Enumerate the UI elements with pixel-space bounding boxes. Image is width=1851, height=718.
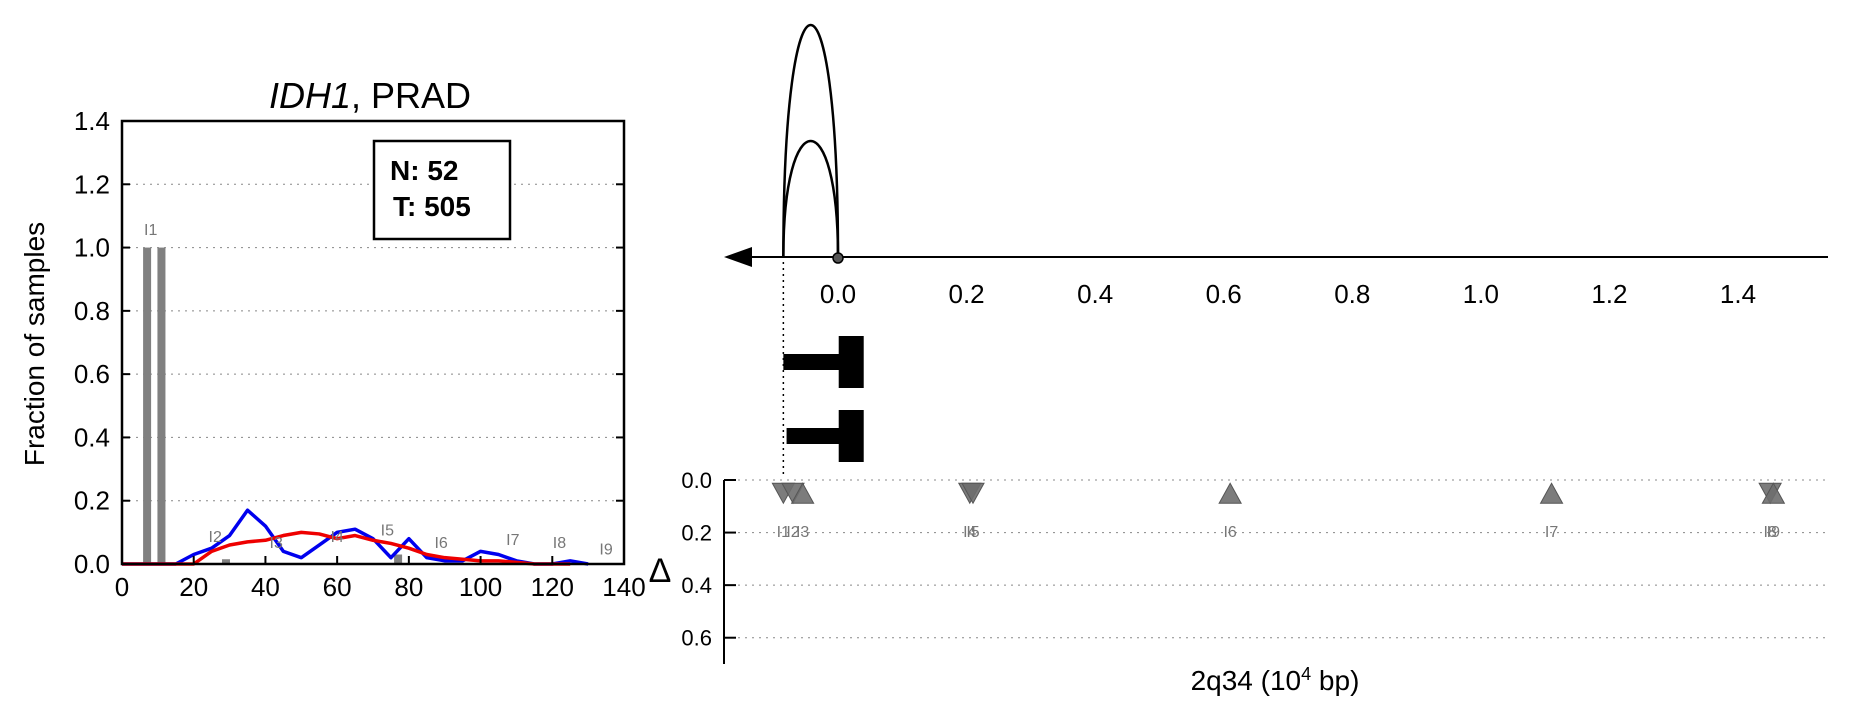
- right-xlabel: 2q34 (104 bp): [1191, 664, 1360, 696]
- left-y-ticks: 0.0 0.2 0.4 0.6 0.8 1.0 1.2 1.4: [74, 106, 624, 579]
- legend-t: T: 505: [393, 191, 471, 222]
- left-ytick-label: 0.4: [74, 422, 110, 452]
- left-intron-label: I2: [209, 529, 222, 546]
- left-chart-title: IDH1, PRAD: [269, 75, 471, 116]
- delta-ytick-label: 0.4: [681, 573, 712, 598]
- left-xtick-label: 100: [459, 572, 502, 602]
- intron-marker: [1761, 482, 1786, 504]
- left-bar: [143, 247, 152, 565]
- intron-marker-label: I9: [1767, 524, 1780, 541]
- left-intron-label: I5: [381, 523, 394, 540]
- left-intron-label: I4: [330, 529, 343, 546]
- origin-dot: [832, 252, 844, 264]
- genomic-xtick-label: 1.0: [1463, 279, 1499, 309]
- delta-ytick-label: 0.6: [681, 626, 712, 651]
- intron-marker-label: I1: [777, 524, 790, 541]
- left-intron-label: I3: [270, 535, 283, 552]
- delta-ytick-label: 0.0: [681, 468, 712, 493]
- left-xtick-label: 80: [394, 572, 423, 602]
- left-bar: [157, 247, 166, 565]
- transcripts: [783, 336, 864, 462]
- left-ytick-label: 1.2: [74, 169, 110, 199]
- genomic-xtick-label: 1.2: [1591, 279, 1627, 309]
- delta-ytick-label: 0.2: [681, 521, 712, 546]
- splice-arc: [782, 139, 840, 258]
- transcript-exon: [838, 336, 864, 388]
- left-ytick-label: 0.6: [74, 359, 110, 389]
- intron-marker-label: I6: [1223, 524, 1236, 541]
- left-intron-label: I1: [144, 222, 157, 239]
- left-ytick-label: 0.2: [74, 486, 110, 516]
- left-xtick-label: 40: [251, 572, 280, 602]
- left-lines: [122, 508, 589, 566]
- left-xtick-label: 0: [115, 572, 129, 602]
- transcript-body: [783, 354, 840, 370]
- xlabel-unit: bp): [1311, 665, 1359, 696]
- left-bar: [221, 559, 230, 564]
- left-series-line: [122, 508, 589, 566]
- delta-ylabel: Δ: [649, 552, 672, 590]
- title-rest: , PRAD: [351, 75, 471, 116]
- genomic-xtick-label: 1.4: [1720, 279, 1756, 309]
- genomic-axis: 0.0 0.2 0.4 0.6 0.8 1.0 1.2 1.4: [724, 247, 1828, 309]
- splice-arc: [782, 23, 840, 258]
- intron-marker-label: I2: [786, 524, 799, 541]
- left-xtick-label: 20: [179, 572, 208, 602]
- left-ylabel: Fraction of samples: [19, 222, 50, 466]
- genomic-xtick-label: 0.6: [1206, 279, 1242, 309]
- left-ytick-label: 0.8: [74, 296, 110, 326]
- transcript-body: [786, 428, 840, 444]
- intron-marker-label: I7: [1545, 524, 1558, 541]
- genomic-xtick-label: 0.2: [948, 279, 984, 309]
- transcript-exon: [838, 410, 864, 462]
- left-plot-frame: [120, 119, 626, 566]
- left-x-ticks: 0 20 40 60 80 100 120 140: [115, 556, 646, 602]
- left-intron-label: I6: [434, 535, 447, 552]
- intron-marker-label: I4: [963, 524, 976, 541]
- title-gene: IDH1: [269, 75, 351, 116]
- legend-box: N: 52 T: 505: [372, 139, 512, 241]
- genomic-xtick-label: 0.0: [820, 279, 856, 309]
- left-bars: [143, 247, 403, 565]
- genomic-x-ticks: 0.0 0.2 0.4 0.6 0.8 1.0 1.2 1.4: [820, 279, 1756, 309]
- intron-marker-label: I8: [1763, 524, 1776, 541]
- xlabel-region: 2q34 (10: [1191, 665, 1302, 696]
- left-xtick-label: 140: [602, 572, 645, 602]
- splice-arcs: [782, 23, 840, 258]
- delta-y-ticks: 0.0 0.2 0.4 0.6: [681, 468, 736, 651]
- left-ytick-label: 1.4: [74, 106, 110, 136]
- right-panel: 0.0 0.2 0.4 0.6 0.8 1.0 1.2 1.4 0.0 0.2 0.4 0.6 I1…: [649, 23, 1828, 696]
- legend-frame: [372, 139, 512, 241]
- left-series-line: [122, 530, 571, 566]
- xlabel-sup: 4: [1301, 664, 1311, 684]
- genomic-xtick-label: 0.4: [1077, 279, 1113, 309]
- delta-grid: [724, 479, 1828, 639]
- left-intron-labels: I1 I2 I3 I4 I5 I6 I7 I8 I9: [144, 222, 613, 559]
- strand-arrow: [724, 247, 752, 267]
- intron-marker: [961, 482, 985, 505]
- left-bar: [394, 554, 403, 564]
- left-xtick-label: 120: [531, 572, 574, 602]
- intron-marker-label: I3: [796, 524, 809, 541]
- intron-marker: [1539, 482, 1564, 504]
- left-xtick-label: 60: [323, 572, 352, 602]
- left-intron-label: I7: [506, 532, 519, 549]
- genomic-xtick-label: 0.8: [1334, 279, 1370, 309]
- left-ytick-label: 1.0: [74, 233, 110, 263]
- left-intron-label: I9: [599, 542, 612, 559]
- intron-marker: [790, 482, 815, 504]
- intron-marker-label: I5: [966, 524, 979, 541]
- left-intron-label: I8: [553, 535, 566, 552]
- intron-marker: [1218, 482, 1242, 504]
- left-ytick-label: 0.0: [74, 549, 110, 579]
- legend-n: N: 52: [390, 155, 458, 186]
